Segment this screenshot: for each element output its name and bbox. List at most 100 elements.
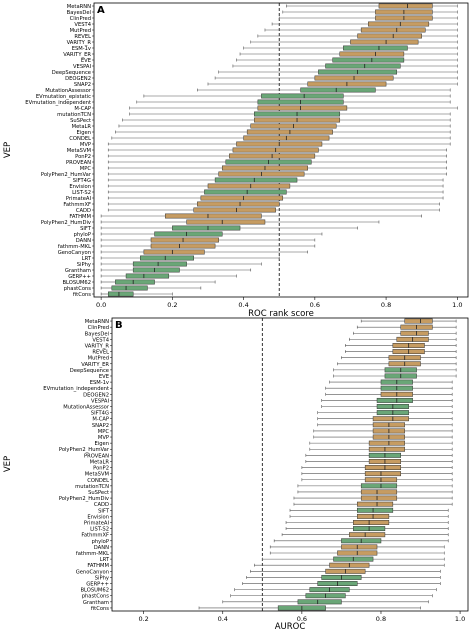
box-mutpred: MutPred [88, 355, 457, 362]
box-sift4g: SIFT4G [73, 177, 444, 184]
box-evmutation-independent: EVmutation_independent [25, 99, 451, 106]
xtick-label: 0.6 [310, 301, 320, 309]
box-polyphen2-humdiv: PolyPhen2_HumDiv [59, 495, 453, 502]
iqr-box [325, 63, 401, 69]
iqr-box [107, 291, 134, 297]
ytick-label: DANN [76, 238, 91, 244]
xtick-label: 0.4 [238, 301, 248, 309]
box-ponp2: PonP2 [93, 465, 453, 472]
ytick-label: M-CAP [92, 417, 109, 423]
ytick-label: BLOSUM62 [80, 588, 109, 594]
box-grantham: Grantham [83, 599, 429, 606]
box-vest4: VEST4 [92, 336, 457, 343]
iqr-box [300, 87, 376, 93]
x-axis-label: ROC rank score [248, 309, 314, 319]
ytick-label: EVE [99, 374, 109, 380]
plot-frame [111, 317, 469, 612]
ytick-label: MetaSVM [67, 148, 91, 154]
iqr-box [353, 520, 390, 525]
iqr-box [261, 93, 344, 99]
box-clinpred: ClinPred [70, 15, 458, 22]
ytick-label: MPC [80, 166, 92, 172]
ytick-label: phastCons [64, 286, 92, 292]
iqr-box [207, 183, 291, 189]
iqr-box [368, 21, 430, 27]
box-m-cap: M-CAP [92, 416, 453, 423]
ytick-label: MetaRNN [67, 4, 91, 10]
ytick-label: phyloP [92, 539, 109, 545]
box-provean: PROVEAN [66, 159, 447, 166]
box-cadd: CADD [76, 207, 440, 214]
box-revel: REVEL [74, 33, 458, 40]
box-mutationtcn: mutationTCN [57, 111, 451, 118]
iqr-box [204, 189, 287, 195]
box-esm-1v: ESM-1v [90, 379, 453, 386]
box-list-s2: LIST-S2 [72, 189, 444, 196]
ytick-label: mutationTCN [75, 484, 109, 490]
iqr-box [356, 507, 394, 513]
ytick-label: GERP++ [68, 274, 91, 280]
ytick-label: Envision [87, 514, 109, 520]
xtick-label: 1.0 [452, 301, 462, 309]
ytick-label: Grantham [65, 268, 91, 274]
box-snap2: SNAP2 [74, 81, 458, 88]
box-sift4g: SIFT4G [91, 410, 453, 417]
ytick-label: SiPhy [77, 262, 91, 268]
box-siphy: SiPhy [77, 261, 262, 268]
box-metarnn: MetaRNN [67, 3, 458, 10]
box-revel: REVEL [92, 349, 457, 356]
ytick-label: SNAP2 [74, 82, 91, 88]
ytick-label: SiPhy [95, 575, 109, 581]
ytick-label: phastCons [82, 594, 110, 600]
ytick-label: fitCons [73, 292, 91, 298]
box-fathmmxf: FathmmXF [63, 201, 440, 208]
ytick-label: BLOSUM62 [62, 280, 91, 286]
ytick-label: GenoCanyon [76, 569, 109, 575]
ytick-label: SIFT4G [73, 178, 91, 184]
ytick-label: PolyPhen2_HumVar [59, 447, 110, 453]
box-dann: DANN [76, 237, 316, 244]
box-snap2: SNAP2 [92, 422, 453, 429]
ytick-label: EVmutation_independent [25, 100, 91, 106]
box-condel: CONDEL [87, 477, 453, 484]
xtick-label: 0.0 [96, 301, 106, 309]
ytick-label: MetaRNN [85, 319, 109, 325]
ytick-label: Eigen [95, 441, 110, 447]
ytick-label: fitCons [91, 606, 109, 612]
ytick-label: DANN [94, 545, 109, 551]
iqr-box [186, 219, 266, 225]
panel-a-auroc-rank: A MetaRNNBayesDelClinPredVEST4MutPredREVE… [3, 2, 469, 319]
iqr-box [332, 57, 405, 63]
ytick-label: SuSPect [70, 118, 91, 124]
ytick-label: CADD [76, 208, 91, 214]
ytick-label: FATHMM [87, 563, 109, 569]
box-dann: DANN [94, 544, 445, 551]
xtick-label: 0.6 [297, 615, 307, 623]
iqr-box [360, 483, 398, 489]
box-fathmmxf: FathmmXF [81, 532, 449, 539]
iqr-box [364, 471, 402, 477]
xtick-label: 0.4 [218, 615, 228, 623]
ytick-label: VARITY_ER [81, 362, 109, 368]
box-clinpred: ClinPred [88, 324, 457, 331]
box-eve: EVE [81, 57, 458, 64]
ytick-label: FATHMM [69, 214, 91, 220]
box-esm-1v: ESM-1v [72, 45, 458, 52]
ytick-label: MPC [98, 429, 110, 435]
ytick-label: DeepSequence [70, 368, 109, 374]
ytick-label: BayesDel [85, 331, 109, 337]
ytick-label: PonP2 [93, 466, 109, 472]
iqr-box [257, 105, 348, 111]
box-fathmm-mkl: fathmm-MKL [76, 550, 445, 557]
iqr-box [164, 213, 262, 219]
ytick-label: BayesDel [67, 10, 91, 16]
ytick-label: SIFT [98, 508, 110, 514]
box-deogen2: DEOGEN2 [83, 391, 453, 398]
xtick-label: 0.2 [138, 615, 148, 623]
box-deogen2: DEOGEN2 [65, 75, 458, 82]
ytick-label: EVE [81, 58, 91, 64]
ytick-label: ClinPred [88, 325, 109, 331]
box-envision: Envision [69, 183, 444, 190]
box-siphy: SiPhy [95, 574, 441, 581]
box-polyphen2-humdiv: PolyPhen2_HumDiv [41, 219, 380, 226]
